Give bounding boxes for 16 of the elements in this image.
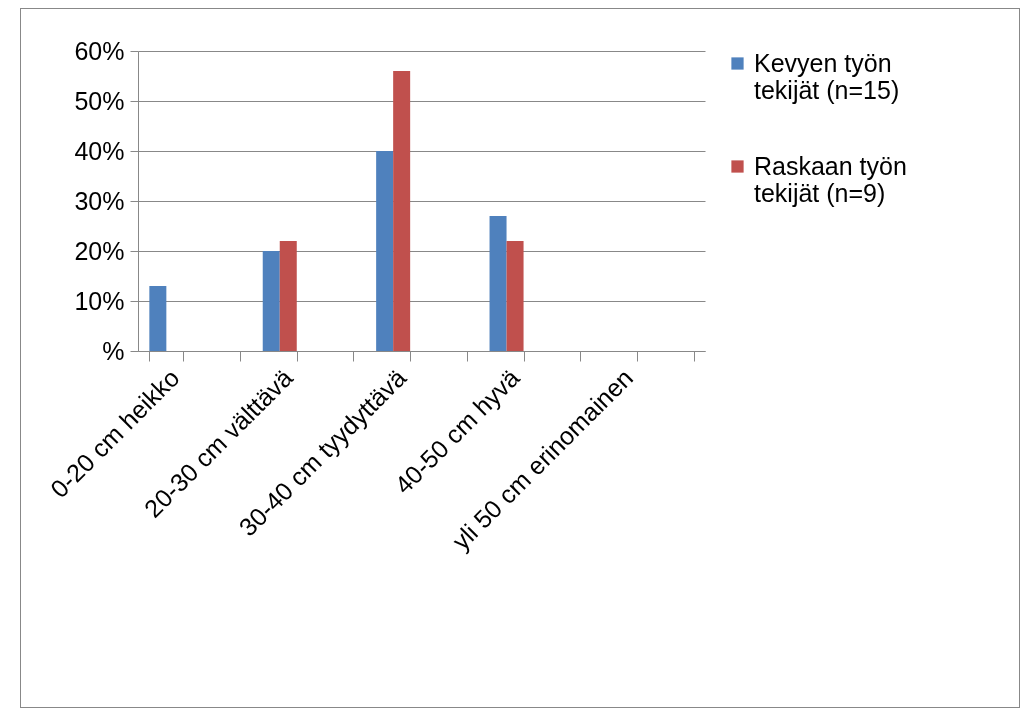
bar: [506, 241, 524, 351]
y-tick-label: 10%: [74, 286, 125, 315]
legend-label: Raskaan työn tekijät (n=9): [754, 151, 907, 207]
y-tick-label: 60%: [74, 36, 125, 65]
y-tick-label: %: [102, 336, 125, 365]
legend-label: Kevyen työn tekijät (n=15): [754, 48, 900, 104]
y-tick-label: 20%: [74, 236, 125, 265]
y-tick-label: 30%: [74, 186, 125, 215]
bar: [489, 216, 507, 351]
bar: [279, 241, 297, 351]
bar: [376, 151, 394, 351]
bar: [393, 71, 411, 351]
bar: [149, 286, 167, 351]
bar: [262, 251, 280, 351]
y-tick-label: 50%: [74, 86, 125, 115]
y-tick-label: 40%: [74, 136, 125, 165]
